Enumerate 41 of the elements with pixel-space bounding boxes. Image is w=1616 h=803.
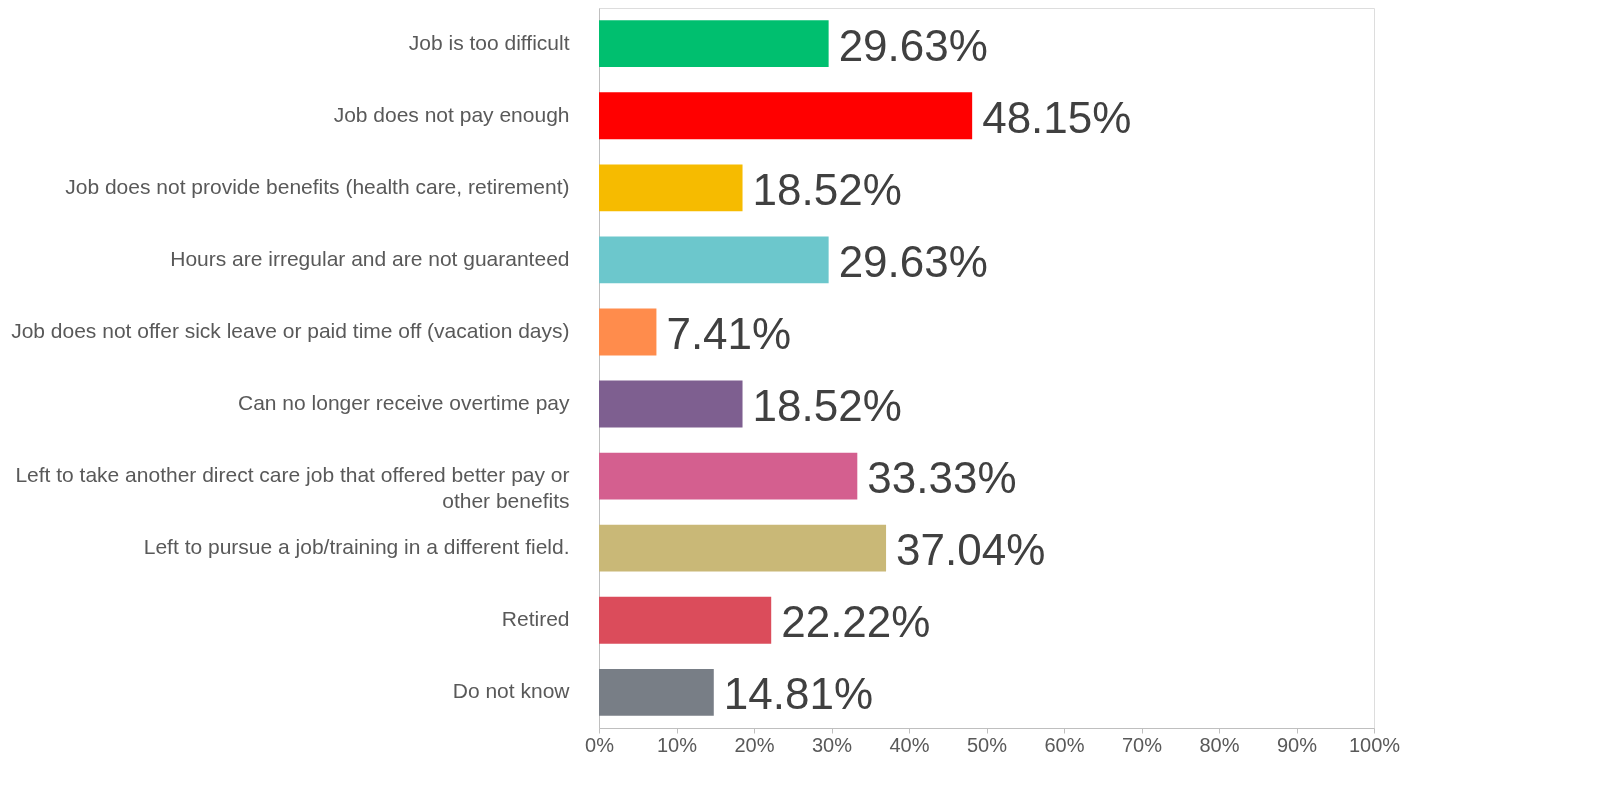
- bar: [599, 92, 973, 140]
- data-label: 29.63%: [838, 20, 988, 70]
- y-tick-label: Can no longer receive overtime pay: [237, 391, 570, 415]
- x-tick-label: 60%: [1044, 733, 1085, 756]
- bar: [599, 236, 829, 284]
- data-label: 18.52%: [752, 164, 902, 214]
- x-tick-label: 20%: [734, 733, 775, 756]
- data-label: 37.04%: [896, 525, 1046, 575]
- bar: [599, 164, 743, 212]
- data-label: 33.33%: [867, 453, 1017, 503]
- data-label: 29.63%: [838, 236, 988, 286]
- bar: [599, 524, 887, 572]
- y-tick-label: Left to pursue a job/training in a different field.: [143, 535, 570, 559]
- x-tick-label: 30%: [811, 733, 853, 756]
- data-label: 18.52%: [752, 381, 902, 431]
- y-tick-label: Left to take another direct care job that offered better pay or other benefits: [15, 463, 570, 513]
- bar: [599, 596, 772, 644]
- x-tick-label: 10%: [656, 733, 698, 756]
- data-label: 14.81%: [723, 669, 874, 719]
- x-tick-label: 80%: [1199, 733, 1240, 756]
- data-label: 48.15%: [982, 92, 1132, 142]
- y-tick-label: Job does not provide benefits (health care, retirement): [65, 174, 570, 198]
- y-tick-label: Retired: [501, 607, 570, 631]
- x-tick-label: 40%: [889, 733, 930, 756]
- y-tick-label: Hours are irregular and are not guaranteed: [170, 246, 570, 270]
- x-tick-label: 0%: [585, 733, 615, 756]
- data-label: 7.41%: [666, 308, 792, 358]
- y-tick-label: Job is too difficult: [408, 30, 570, 54]
- data-label: 22.22%: [781, 597, 931, 647]
- bar: [599, 20, 829, 68]
- y-tick-label: Do not know: [452, 679, 571, 703]
- bar: [599, 668, 714, 716]
- bar: [599, 380, 743, 428]
- bar: [599, 308, 657, 356]
- x-tick-label: 90%: [1276, 733, 1318, 756]
- x-tick-label: 50%: [966, 733, 1008, 756]
- y-tick-label: Job does not pay enough: [333, 102, 570, 126]
- bar: [599, 452, 858, 500]
- x-tick-label: 70%: [1121, 733, 1163, 756]
- x-tick-label: 100%: [1348, 733, 1401, 756]
- y-tick-label: Job does not offer sick leave or paid time off (vacation days): [11, 318, 570, 342]
